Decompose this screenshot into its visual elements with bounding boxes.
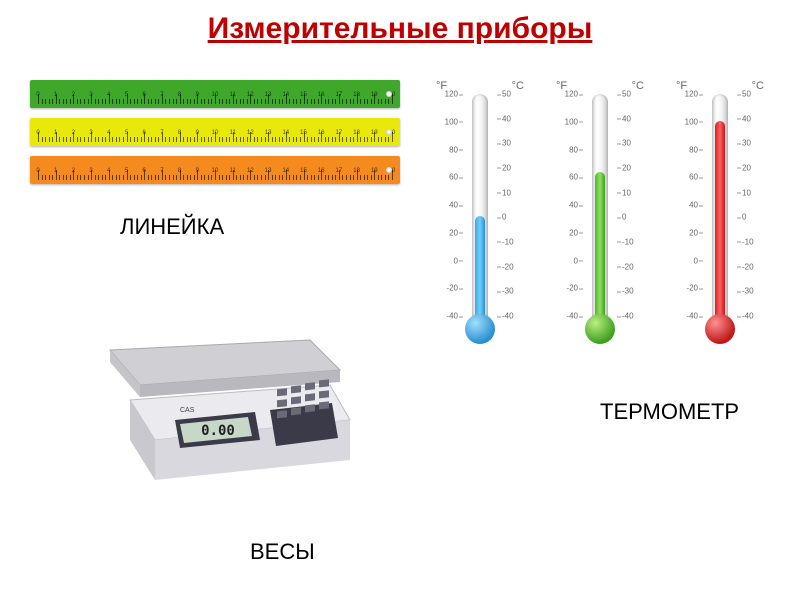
ruler-label: ЛИНЕЙКА: [120, 215, 240, 239]
ruler-item: 01234567891011121314151617181920: [30, 118, 400, 146]
ruler-item: 01234567891011121314151617181920: [30, 156, 400, 184]
thermometer-item: °F°C120100806040200-20-4050403020100-10-…: [430, 80, 530, 344]
thermometer-label: ТЕРМОМЕТР: [600, 400, 740, 424]
weighing-scale: 0.00 CAS: [80, 290, 360, 490]
thermometers-group: °F°C120100806040200-20-4050403020100-10-…: [430, 80, 770, 344]
scale-icon: 0.00 CAS: [110, 340, 350, 480]
thermometer-item: °F°C120100806040200-20-4050403020100-10-…: [670, 80, 770, 344]
scale-label: ВЕСЫ: [250, 540, 330, 564]
thermometer-item: °F°C120100806040200-20-4050403020100-10-…: [550, 80, 650, 344]
ruler-item: 01234567891011121314151617181920: [30, 80, 400, 108]
svg-text:0.00: 0.00: [201, 423, 235, 439]
page-title: Измерительные приборы: [0, 0, 800, 46]
svg-text:CAS: CAS: [180, 407, 195, 414]
rulers-group: 01234567891011121314151617181920 01234567…: [30, 80, 400, 194]
